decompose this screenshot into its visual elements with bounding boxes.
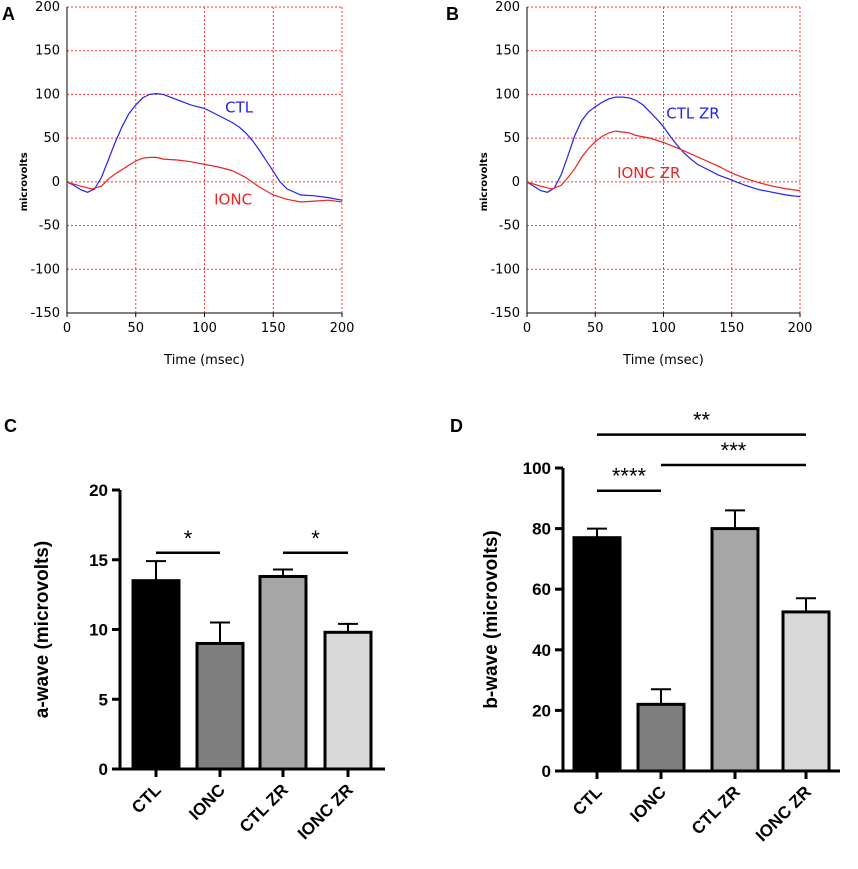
significance-label: *: [311, 526, 320, 551]
y-tick-label: 50: [503, 131, 520, 146]
series-label: CTL ZR: [666, 105, 719, 123]
panel-letter-d: D: [450, 416, 463, 436]
x-tick-label: CTL ZR: [688, 782, 744, 838]
panel-letter-b: B: [446, 4, 459, 24]
x-axis-title: Time (msec): [163, 353, 245, 368]
bar-chart-d: 0 20 40 60 80 100 b-wave (microvolts) CTL IONC CT…: [481, 408, 840, 845]
y-tick-label: 150: [495, 44, 520, 59]
x-tick-label: 100: [651, 321, 676, 336]
x-tick-label: 200: [330, 321, 355, 336]
x-tick-label: 200: [788, 321, 813, 336]
y-tick-label: -100: [30, 262, 60, 277]
bar-chart-c: 0 5 10 15 20 a-wave (microvolts) CTL IONC CTL ZR…: [32, 481, 385, 843]
bar-ionc: [636, 702, 686, 773]
y-tick-label: 80: [532, 520, 551, 539]
y-axis-title: a-wave (microvolts): [32, 541, 53, 718]
series-line-ctl-zr: [526, 96, 801, 198]
y-tick-label: -100: [490, 262, 520, 277]
x-tick-label: 150: [261, 321, 286, 336]
series-line-ionc: [66, 156, 343, 203]
series-line-ctl: [66, 92, 343, 201]
x-tick-label: 100: [192, 321, 217, 336]
y-tick-label: 20: [89, 481, 108, 500]
y-tick-label: 10: [89, 621, 108, 640]
x-tick-label: IONC ZR: [752, 782, 815, 845]
series-label: IONC: [214, 190, 252, 208]
y-tick-label: 0: [99, 760, 108, 779]
y-tick-label: 0: [512, 175, 520, 190]
line-chart-a: -150 -100 -50 0 50 100 150 200 0 50 100 150 200 Time …: [19, 0, 354, 368]
x-tick-label: 50: [587, 321, 604, 336]
y-tick-label: -50: [39, 219, 60, 234]
panel-letter-a: A: [2, 4, 15, 24]
y-tick-label: 40: [532, 641, 551, 660]
series-line-ionc-zr: [526, 130, 801, 192]
y-tick-label: 20: [532, 701, 551, 720]
y-tick-label: -150: [490, 306, 520, 321]
x-tick-label: IONC ZR: [294, 780, 357, 843]
bar-ionc-zr: [323, 630, 373, 771]
y-axis-title: microvolts: [19, 152, 30, 211]
bar-ctl-zr: [710, 527, 760, 773]
significance-label: *: [184, 526, 193, 551]
y-axis-title: microvolts: [479, 152, 490, 211]
y-tick-label: 200: [35, 0, 60, 15]
y-tick-label: 0: [52, 175, 60, 190]
x-tick-label: CTL: [569, 782, 606, 819]
x-axis-title: Time (msec): [622, 353, 704, 368]
y-tick-label: 50: [43, 131, 60, 146]
bar-ctl: [131, 579, 181, 771]
y-tick-label: -50: [499, 219, 520, 234]
x-tick-label: 50: [127, 321, 144, 336]
y-tick-label: 150: [35, 44, 60, 59]
bar-ctl: [572, 536, 622, 773]
y-tick-label: 100: [35, 87, 60, 102]
y-tick-label: 100: [495, 87, 520, 102]
x-tick-label: 0: [63, 321, 71, 336]
x-tick-label: CTL ZR: [236, 780, 292, 836]
significance-label: ***: [721, 438, 747, 463]
x-tick-label: 150: [719, 321, 744, 336]
significance-label: **: [693, 408, 711, 433]
significance-label: ****: [612, 464, 647, 489]
x-tick-label: 0: [523, 321, 531, 336]
series-label: CTL: [225, 99, 254, 117]
x-tick-label: IONC: [185, 780, 228, 823]
y-tick-label: 5: [99, 690, 108, 709]
x-tick-label: IONC: [626, 782, 669, 825]
panel-letter-c: C: [4, 416, 17, 436]
bar-ionc: [195, 641, 245, 771]
bar-ctl-zr: [258, 574, 308, 771]
y-tick-label: 15: [89, 551, 108, 570]
y-tick-label: -150: [30, 306, 60, 321]
y-tick-label: 60: [532, 580, 551, 599]
y-axis-title: b-wave (microvolts): [481, 530, 502, 708]
y-tick-label: 200: [495, 0, 520, 15]
line-chart-b: -150 -100 -50 0 50 100 150 200 0 50 100 150 200 Time …: [479, 0, 812, 368]
bar-ionc-zr: [781, 610, 831, 773]
x-tick-label: CTL: [128, 780, 165, 817]
series-label: IONC ZR: [617, 164, 680, 182]
y-tick-label: 0: [542, 762, 551, 781]
y-tick-label: 100: [523, 459, 551, 478]
